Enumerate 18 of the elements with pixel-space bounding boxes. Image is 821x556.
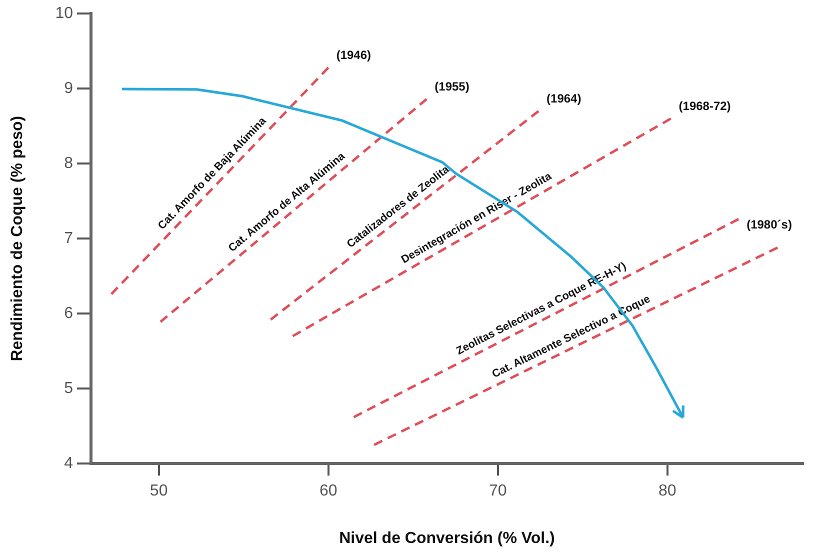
y-tick-label: 7 (64, 230, 74, 248)
x-tick-label: 80 (658, 482, 676, 500)
x-tick-label: 70 (488, 482, 507, 500)
x-axis-title: Nivel de Conversión (% Vol.) (339, 530, 555, 547)
annotation: (1955) (434, 79, 470, 94)
y-tick-label: 10 (55, 5, 74, 22)
y-tick-label: 8 (64, 155, 74, 172)
y-tick-label: 5 (64, 380, 74, 398)
x-tick-label: 60 (319, 482, 338, 500)
y-tick-label: 6 (64, 305, 74, 322)
y-tick-label: 9 (64, 80, 74, 98)
annotation: (1964) (546, 91, 582, 106)
annotation: (1980´s) (746, 218, 792, 232)
y-tick-label: 4 (64, 455, 74, 472)
y-axis-title: Rendimiento de Coque (% peso) (9, 116, 26, 362)
annotation: (1946) (336, 48, 372, 62)
annotation: (1968-72) (678, 98, 731, 113)
x-tick-label: 50 (150, 482, 168, 500)
